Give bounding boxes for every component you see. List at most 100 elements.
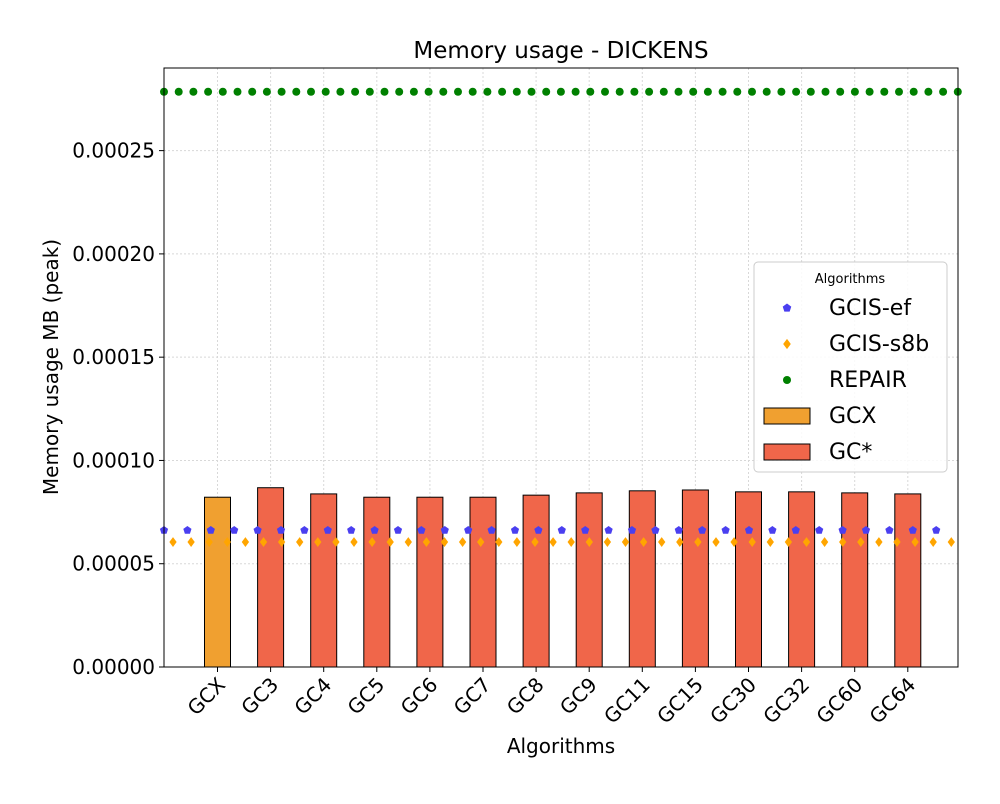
gcis-ef-marker — [791, 525, 800, 534]
repair-marker — [556, 87, 565, 96]
legend: Algorithms GCIS-ef GCIS-s8b REPAIR GCX GC* — [753, 261, 948, 473]
gcis-s8b-marker — [947, 537, 955, 547]
gcis-s8b-marker — [567, 537, 575, 547]
repair-marker — [189, 87, 198, 96]
gcis-s8b-marker — [404, 537, 412, 547]
gcis-s8b-marker — [911, 537, 919, 547]
repair-marker — [527, 87, 536, 96]
gcis-s8b-marker — [169, 537, 177, 547]
gcis-s8b-marker — [802, 537, 811, 547]
gcis-ef-marker — [861, 525, 871, 534]
repair-marker — [836, 87, 845, 96]
repair-marker — [204, 87, 213, 96]
repair-marker — [424, 87, 433, 96]
repair-marker — [262, 87, 271, 96]
legend-repair-swatch — [783, 376, 791, 384]
legend-title: Algorithms — [815, 272, 886, 287]
gcis-ef-marker — [206, 525, 215, 534]
x-tick-label: GC9 — [555, 673, 602, 720]
x-tick-label: GC60 — [811, 673, 867, 729]
x-tick-label: GC64 — [865, 673, 921, 729]
bar-gc30 — [735, 491, 762, 668]
bar-gc8 — [522, 494, 550, 668]
gcis-ef-marker — [464, 525, 473, 534]
gcis-s8b-marker — [875, 537, 883, 547]
legend-gcis-s8b-label: GCIS-s8b — [829, 332, 929, 357]
repair-marker — [395, 87, 404, 96]
repair-marker — [762, 87, 771, 96]
repair-marker — [321, 87, 330, 96]
gcis-s8b-marker — [296, 537, 304, 547]
repair-marker — [409, 87, 418, 96]
chart-title: Memory usage - DICKENS — [413, 38, 708, 64]
repair-marker — [895, 87, 903, 96]
repair-marker — [689, 87, 698, 96]
gcis-ef-marker — [557, 525, 566, 534]
gcis-s8b-marker — [893, 537, 901, 547]
gcis-ef-marker — [370, 525, 379, 534]
gcis-ef-marker — [604, 525, 613, 534]
gcis-ef-marker — [815, 525, 824, 534]
repair-marker — [542, 87, 551, 96]
x-tick-label: GC3 — [236, 673, 283, 720]
gcis-s8b-marker — [585, 537, 593, 547]
gcis-s8b-marker — [332, 537, 340, 547]
repair-marker — [277, 87, 286, 96]
gcis-s8b-marker — [350, 537, 358, 547]
gcis-s8b-marker — [839, 537, 847, 547]
gcis-ef-marker — [183, 525, 192, 534]
repair-marker — [850, 87, 859, 96]
repair-marker — [218, 87, 227, 96]
x-tick-label: GC6 — [396, 673, 443, 720]
bar-gc64 — [894, 493, 922, 668]
legend-gcx-swatch — [763, 407, 811, 425]
gcis-s8b-marker — [241, 537, 250, 547]
gcis-ef-marker — [253, 525, 262, 534]
legend-gcis-ef-swatch — [782, 303, 792, 312]
y-tick-label: 0.00015 — [72, 345, 155, 369]
gcis-s8b-marker — [314, 537, 322, 547]
gcis-ef-marker — [487, 525, 496, 534]
repair-marker — [806, 87, 815, 96]
gcis-s8b-marker — [259, 537, 268, 547]
gcis-s8b-marker — [820, 537, 829, 547]
repair-marker — [351, 87, 360, 96]
bar-gc60 — [841, 492, 869, 668]
repair-marker — [703, 87, 712, 96]
gcis-s8b-marker — [603, 537, 612, 547]
gcis-s8b-marker — [549, 537, 557, 547]
gcis-s8b-marker — [495, 537, 503, 547]
repair-marker — [865, 87, 874, 96]
gcis-s8b-marker — [458, 537, 467, 547]
legend-gc--label: GC* — [829, 440, 872, 465]
gcis-ef-marker — [440, 525, 449, 534]
gcis-s8b-marker — [187, 537, 195, 547]
repair-marker — [248, 87, 257, 96]
bar-gc5 — [363, 496, 391, 668]
repair-marker — [748, 87, 756, 96]
repair-marker — [571, 87, 580, 96]
gcis-s8b-marker — [748, 537, 756, 547]
repair-marker — [601, 87, 609, 96]
repair-marker — [909, 87, 918, 96]
repair-marker — [777, 87, 786, 96]
repair-marker — [630, 87, 639, 96]
y-tick-label: 0.00005 — [72, 552, 155, 576]
repair-marker — [380, 87, 389, 96]
x-axis-label: Algorithms — [507, 734, 615, 758]
gcis-s8b-marker — [422, 537, 431, 547]
gcis-s8b-marker — [477, 537, 485, 547]
repair-marker — [718, 87, 727, 96]
bar-gc32 — [788, 491, 816, 668]
gcis-s8b-marker — [639, 537, 648, 547]
x-tick-label: GC11 — [599, 673, 655, 729]
gcis-ef-marker — [721, 525, 730, 534]
x-tick-label: GC7 — [449, 673, 496, 720]
gcis-s8b-marker — [621, 537, 630, 547]
gcis-s8b-marker — [386, 537, 394, 547]
gcis-ef-marker — [417, 525, 426, 534]
repair-marker — [439, 87, 448, 96]
gcis-ef-marker — [230, 525, 239, 534]
gcis-ef-marker — [300, 525, 309, 534]
